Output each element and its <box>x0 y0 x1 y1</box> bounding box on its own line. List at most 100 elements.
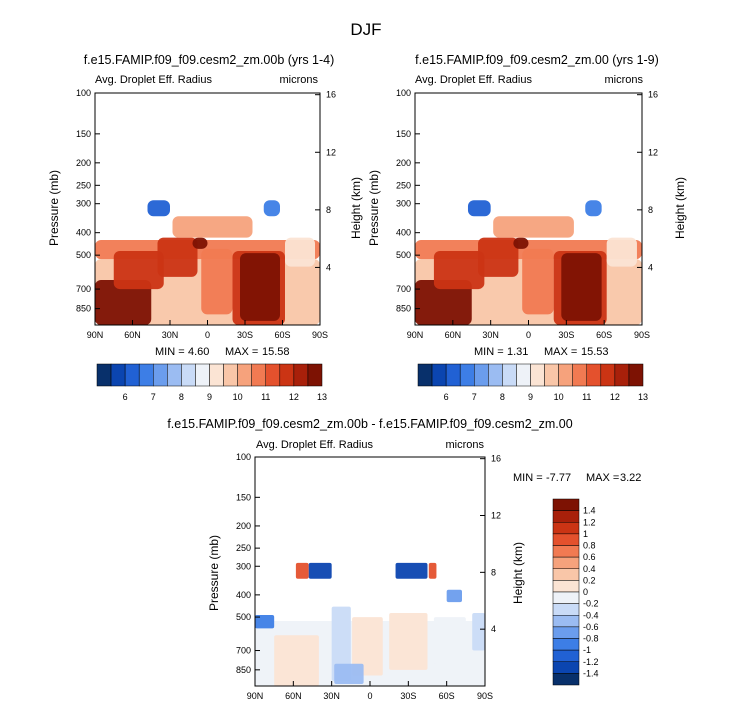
height-tick-label: 4 <box>326 262 331 272</box>
pressure-tick-label: 500 <box>76 250 91 260</box>
pressure-tick-label: 400 <box>396 228 411 238</box>
colorbar-label: 0.2 <box>583 575 596 585</box>
panel-1-title: f.e15.FAMIP.f09_f09.cesm2_zm.00b (yrs 1-… <box>84 53 335 67</box>
panel-1-units: microns <box>279 74 318 86</box>
pressure-tick-label: 200 <box>236 521 251 531</box>
colorbar-label: 1.4 <box>583 506 596 516</box>
colorbar-swatch <box>552 556 580 569</box>
colorbar-swatch <box>552 580 580 593</box>
colorbar-swatch <box>167 363 182 387</box>
lat-tick-label: 30N <box>482 330 499 340</box>
field-cell <box>513 237 529 249</box>
height-tick-label: 16 <box>326 90 336 100</box>
lat-tick-label: 0 <box>526 330 531 340</box>
pressure-tick-label: 100 <box>236 452 251 462</box>
colorbar-swatch <box>251 363 266 387</box>
colorbar-swatch <box>552 545 580 558</box>
field-cell <box>172 216 253 238</box>
field-cell <box>192 237 208 249</box>
pressure-tick-label: 100 <box>396 88 411 98</box>
colorbar-swatch <box>96 363 112 387</box>
colorbar-swatch <box>552 533 580 546</box>
lat-tick-label: 0 <box>367 691 372 701</box>
pressure-tick-label: 850 <box>76 304 91 314</box>
colorbar-swatch <box>110 363 126 387</box>
lat-tick-label: 30S <box>400 691 416 701</box>
colorbar-swatch <box>279 363 295 387</box>
colorbar-swatch <box>552 510 580 523</box>
colorbar-label: 0.6 <box>583 552 596 562</box>
field-cell <box>157 237 198 277</box>
pressure-tick-label: 300 <box>236 561 251 571</box>
field-cell <box>478 237 519 277</box>
pressure-tick-label: 500 <box>396 250 411 260</box>
lat-tick-label: 60S <box>596 330 612 340</box>
colorbar-swatch <box>552 673 580 686</box>
field-cell <box>255 615 275 629</box>
pressure-tick-label: 300 <box>396 199 411 209</box>
field-cell <box>433 251 485 290</box>
panel-2-min-label: MIN = <box>474 346 504 358</box>
field-cell <box>274 635 319 686</box>
panel-1-variable-label: Avg. Droplet Eff. Radius <box>95 74 212 86</box>
pressure-tick-label: 250 <box>76 180 91 190</box>
lat-tick-label: 90S <box>477 691 493 701</box>
pressure-tick-label: 100 <box>76 88 91 98</box>
panel-1-min-label: MIN = <box>155 346 185 358</box>
pressure-tick-label: 700 <box>76 284 91 294</box>
colorbar-swatch <box>237 363 252 387</box>
panel-2-field <box>415 200 642 325</box>
field-cell <box>585 200 602 217</box>
panel-2-ylabel-left: Pressure (mb) <box>367 170 381 246</box>
field-cell <box>522 248 554 315</box>
lat-tick-label: 90N <box>247 691 264 701</box>
colorbar-label: 0.8 <box>583 541 596 551</box>
figure-title: DJF <box>350 20 381 39</box>
pressure-tick-label: 150 <box>236 492 251 502</box>
field-cell <box>95 280 152 325</box>
panel-1-ylabel-right: Height (km) <box>349 177 363 239</box>
colorbar-swatch <box>552 522 580 535</box>
colorbar-swatch <box>293 363 309 387</box>
field-cell <box>295 562 309 579</box>
field-cell <box>113 251 164 290</box>
lat-tick-label: 60N <box>124 330 141 340</box>
pressure-tick-label: 700 <box>396 284 411 294</box>
colorbar-swatch <box>544 363 559 387</box>
lat-tick-label: 30S <box>558 330 574 340</box>
field-cell <box>472 613 485 651</box>
pressure-tick-label: 250 <box>396 180 411 190</box>
field-cell <box>433 617 466 664</box>
panel-1-ylabel-left: Pressure (mb) <box>47 170 61 246</box>
lat-tick-label: 60N <box>285 691 302 701</box>
height-tick-label: 16 <box>648 90 658 100</box>
panel-3-min-value: -7.77 <box>546 472 571 484</box>
colorbar-swatch <box>265 363 281 387</box>
colorbar-label: 8 <box>500 392 505 402</box>
height-tick-label: 16 <box>491 454 501 464</box>
colorbar-label: 6 <box>444 392 449 402</box>
panel-1-max-label: MAX = <box>225 346 258 358</box>
colorbar-label: -0.8 <box>583 634 599 644</box>
colorbar-swatch <box>195 363 210 387</box>
panel-2-variable-label: Avg. Droplet Eff. Radius <box>415 74 532 86</box>
panel-2-ylabel-right: Height (km) <box>673 177 687 239</box>
field-cell <box>606 237 637 267</box>
lat-tick-label: 0 <box>205 330 210 340</box>
field-cell <box>561 253 602 321</box>
pressure-tick-label: 150 <box>76 129 91 139</box>
panel-1-max-value: 15.58 <box>262 346 290 358</box>
colorbar-label: -1 <box>583 645 591 655</box>
panel-2: f.e15.FAMIP.f09_f09.cesm2_zm.00 (yrs 1-9… <box>367 53 687 402</box>
colorbar-label: 11 <box>582 392 591 402</box>
colorbar-swatch <box>628 363 644 387</box>
colorbar-swatch <box>552 615 580 628</box>
lat-tick-label: 60N <box>445 330 462 340</box>
colorbar-swatch <box>552 498 580 511</box>
pressure-tick-label: 200 <box>76 158 91 168</box>
colorbar-label: 9 <box>528 392 533 402</box>
colorbar-label: -0.4 <box>583 610 599 620</box>
panel-1: f.e15.FAMIP.f09_f09.cesm2_zm.00b (yrs 1-… <box>47 53 363 402</box>
colorbar-label: 12 <box>289 392 299 402</box>
